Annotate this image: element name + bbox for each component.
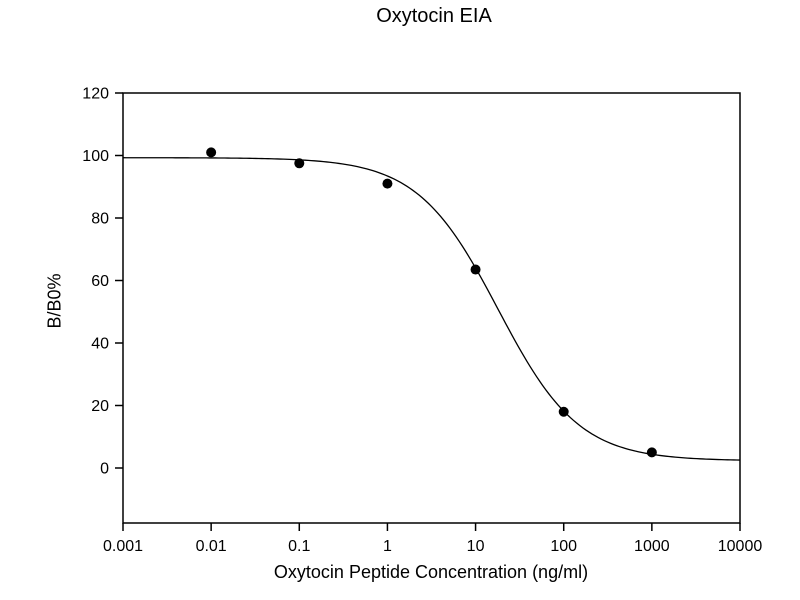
y-tick-label: 80 [91, 211, 109, 228]
x-tick-label: 0.1 [288, 538, 310, 555]
y-tick-label: 120 [82, 86, 109, 103]
y-tick-label: 20 [91, 398, 109, 415]
chart-title: Oxytocin EIA [376, 5, 492, 27]
data-point [294, 158, 305, 169]
x-tick-label: 1 [383, 538, 392, 555]
x-tick-label: 100 [550, 538, 577, 555]
data-point [558, 406, 569, 417]
y-axis-ticks: 0 20 40 60 80 100 120 [82, 86, 123, 478]
x-tick-label: 10000 [718, 538, 763, 555]
data-point [206, 147, 217, 158]
y-tick-label: 40 [91, 336, 109, 353]
data-points [206, 147, 657, 458]
y-axis-title: B/B0% [44, 273, 65, 329]
plot-frame [122, 92, 741, 524]
y-tick-label: 0 [100, 461, 109, 478]
data-point [470, 264, 481, 275]
x-tick-label: 0.001 [103, 538, 143, 555]
data-point [646, 447, 657, 458]
y-tick-label: 100 [82, 148, 109, 165]
fit-curve [122, 157, 741, 461]
x-tick-label: 10 [467, 538, 485, 555]
x-axis-title: Oxytocin Peptide Concentration (ng/ml) [273, 562, 589, 582]
y-tick-label: 60 [91, 273, 109, 290]
x-tick-label: 0.01 [196, 538, 227, 555]
x-tick-label: 1000 [634, 538, 670, 555]
data-point [382, 178, 393, 189]
x-axis-ticks: 0.001 0.01 0.1 1 10 100 1000 10000 [103, 523, 762, 555]
